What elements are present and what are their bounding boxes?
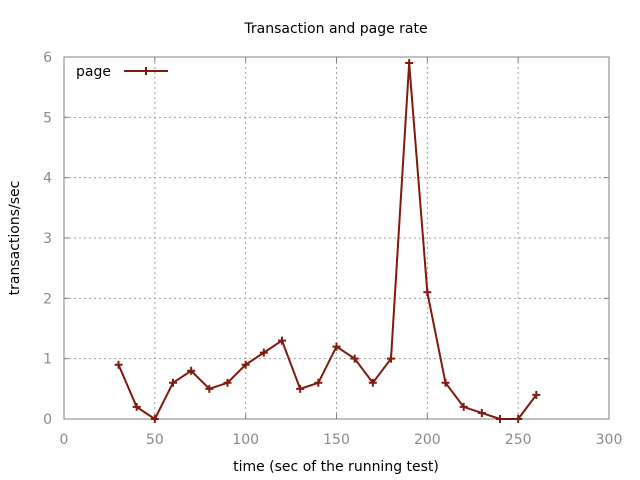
data-point-marker	[350, 354, 359, 363]
data-point-marker	[477, 408, 486, 417]
y-tick-label: 2	[43, 291, 52, 307]
data-point-marker	[387, 354, 395, 363]
x-axis-label: time (sec of the running test)	[233, 459, 439, 475]
legend-label: page	[76, 64, 111, 80]
data-point-marker	[187, 366, 196, 375]
y-tick-label: 3	[43, 231, 52, 247]
data-point-marker	[459, 402, 468, 411]
x-tick-label: 50	[146, 432, 164, 448]
y-axis-label: transactions/sec	[7, 181, 23, 296]
data-point-marker	[314, 378, 323, 387]
data-point-marker	[278, 336, 286, 345]
y-tick-label: 0	[43, 412, 52, 428]
data-point-marker	[132, 402, 141, 411]
data-point-marker	[368, 378, 377, 387]
chart-title: Transaction and page rate	[243, 21, 427, 37]
data-point-marker	[241, 360, 250, 369]
x-tick-label: 150	[323, 432, 350, 448]
data-point-marker	[296, 384, 305, 393]
data-point-marker	[169, 378, 177, 387]
series-group	[114, 59, 541, 423]
legend: page	[76, 64, 168, 80]
data-point-marker	[332, 342, 341, 351]
data-point-marker	[405, 59, 414, 68]
y-tick-label: 4	[43, 171, 52, 187]
y-tick-label: 6	[43, 50, 52, 66]
data-point-marker	[150, 415, 159, 423]
data-point-marker	[496, 415, 504, 423]
data-point-marker	[514, 415, 523, 423]
x-tick-label: 250	[505, 432, 532, 448]
data-point-marker	[205, 384, 214, 393]
data-point-marker	[223, 378, 232, 387]
data-point-marker	[114, 360, 123, 369]
series-line-page	[117, 62, 538, 421]
grid	[64, 57, 609, 419]
x-tick-label: 100	[232, 432, 259, 448]
x-tick-label: 300	[596, 432, 623, 448]
data-point-marker	[441, 378, 450, 387]
y-tick-label: 1	[43, 352, 52, 368]
x-tick-label: 0	[60, 432, 69, 448]
data-point-marker	[423, 288, 432, 297]
legend-marker-sample	[142, 67, 150, 75]
x-tick-label: 200	[414, 432, 441, 448]
data-point-marker	[259, 348, 268, 357]
y-tick-label: 5	[43, 110, 52, 126]
axis-ticks: 0 50 100 150 200 250 300 0 1 2 3 4 5 6	[43, 50, 622, 448]
data-point-marker	[532, 390, 541, 399]
